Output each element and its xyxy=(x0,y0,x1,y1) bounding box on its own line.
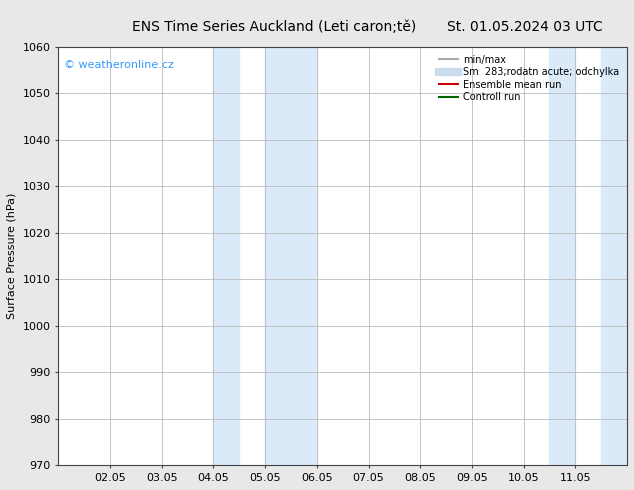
Legend: min/max, Sm  283;rodatn acute; odchylka, Ensemble mean run, Controll run: min/max, Sm 283;rodatn acute; odchylka, … xyxy=(436,52,622,105)
Text: © weatheronline.cz: © weatheronline.cz xyxy=(64,59,174,70)
Bar xyxy=(214,47,239,466)
Text: St. 01.05.2024 03 UTC: St. 01.05.2024 03 UTC xyxy=(447,21,602,34)
Y-axis label: Surface Pressure (hPa): Surface Pressure (hPa) xyxy=(7,193,17,319)
Text: ENS Time Series Auckland (Leti caron;tě): ENS Time Series Auckland (Leti caron;tě) xyxy=(133,21,417,34)
Bar xyxy=(601,47,627,466)
Bar xyxy=(265,47,317,466)
Bar xyxy=(550,47,575,466)
